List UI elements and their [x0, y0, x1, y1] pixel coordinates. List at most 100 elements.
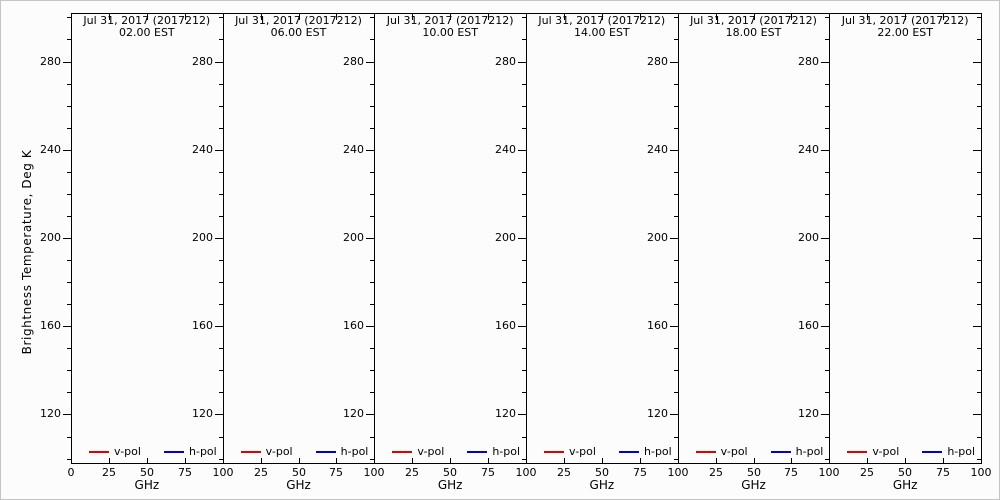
x-major-tick-bottom: [261, 458, 262, 463]
y-minor-tick: [67, 172, 71, 173]
y-major-tick: [973, 62, 981, 63]
y-major-tick: [670, 414, 678, 415]
y-minor-tick: [674, 437, 678, 438]
v-pol-legend-label: v-pol: [417, 445, 445, 458]
y-minor-tick: [674, 370, 678, 371]
x-tick-label: 100: [970, 466, 992, 479]
x-major-tick-top: [261, 14, 262, 20]
plot-right-border: [981, 13, 982, 463]
h-pol-legend-label: h-pol: [795, 445, 824, 458]
h-pol-legend-label: h-pol: [644, 445, 672, 458]
h-pol-legend-line: [770, 451, 791, 453]
y-tick-label: 200: [798, 231, 819, 244]
y-minor-tick: [370, 128, 374, 129]
h-pol-legend-label: h-pol: [492, 445, 521, 458]
v-pol-legend-line: [392, 451, 413, 453]
x-major-tick-bottom: [640, 458, 641, 463]
y-minor-tick: [674, 392, 678, 393]
y-minor-tick: [370, 194, 374, 195]
y-major-tick: [215, 62, 223, 63]
y-minor-tick: [674, 216, 678, 217]
panel-legend: v-pol h-pol: [374, 445, 526, 459]
y-minor-tick: [674, 348, 678, 349]
y-minor-tick: [977, 39, 981, 40]
x-tick-label: 50: [595, 466, 609, 479]
y-minor-tick: [825, 39, 829, 40]
panel-title: Jul 31, 2017 (2017212): [538, 14, 666, 27]
v-pol-legend-label: v-pol: [265, 445, 293, 458]
y-minor-tick: [977, 17, 981, 18]
y-minor-tick: [219, 128, 223, 129]
y-minor-tick: [67, 437, 71, 438]
y-minor-tick: [674, 128, 678, 129]
panel-legend: v-pol h-pol: [526, 445, 678, 459]
y-tick-label: 200: [192, 231, 213, 244]
y-tick-label: 120: [495, 407, 516, 420]
y-minor-tick: [522, 304, 526, 305]
y-tick-label: 240: [343, 143, 364, 156]
x-major-tick-top: [336, 14, 337, 20]
y-minor-tick: [522, 194, 526, 195]
x-major-tick-bottom: [109, 458, 110, 463]
x-tick-label: 100: [515, 466, 537, 479]
y-minor-tick: [825, 437, 829, 438]
x-major-tick-bottom: [412, 458, 413, 463]
y-minor-tick: [219, 194, 223, 195]
y-tick-label: 120: [192, 407, 213, 420]
x-major-tick-bottom: [754, 458, 755, 463]
y-minor-tick: [977, 84, 981, 85]
x-major-tick-bottom: [564, 458, 565, 463]
x-tick-label: 75: [481, 466, 495, 479]
y-minor-tick: [825, 216, 829, 217]
x-major-tick-top: [299, 14, 300, 20]
y-minor-tick: [219, 437, 223, 438]
x-tick-label: 50: [140, 466, 154, 479]
x-major-tick-top: [602, 14, 603, 20]
x-axis-title: GHz: [741, 478, 766, 492]
y-minor-tick: [522, 437, 526, 438]
x-tick-label: 25: [557, 466, 571, 479]
y-major-tick: [973, 414, 981, 415]
y-minor-tick: [522, 84, 526, 85]
y-minor-tick: [67, 17, 71, 18]
y-minor-tick: [825, 17, 829, 18]
panel-subtitle: 06.00 EST: [270, 26, 327, 39]
y-tick-label: 160: [343, 319, 364, 332]
y-minor-tick: [370, 172, 374, 173]
y-major-tick: [366, 62, 374, 63]
x-major-tick-top: [943, 14, 944, 20]
x-major-tick-bottom: [716, 458, 717, 463]
x-major-tick-top: [754, 14, 755, 20]
x-tick-label: 25: [860, 466, 874, 479]
y-tick-label: 160: [647, 319, 668, 332]
h-pol-legend-label: h-pol: [947, 445, 976, 458]
y-minor-tick: [219, 172, 223, 173]
y-tick-label: 200: [40, 231, 61, 244]
x-major-tick-bottom: [450, 458, 451, 463]
y-minor-tick: [67, 459, 71, 460]
panel-left-border: [71, 13, 72, 463]
y-minor-tick: [370, 84, 374, 85]
y-major-tick: [215, 150, 223, 151]
x-major-tick-top: [867, 14, 868, 20]
y-minor-tick: [67, 304, 71, 305]
y-major-tick: [821, 414, 829, 415]
y-major-tick: [821, 238, 829, 239]
y-minor-tick: [370, 459, 374, 460]
y-tick-label: 200: [495, 231, 516, 244]
y-minor-tick: [67, 39, 71, 40]
y-minor-tick: [977, 216, 981, 217]
y-minor-tick: [370, 216, 374, 217]
x-major-tick-bottom: [147, 458, 148, 463]
y-minor-tick: [522, 370, 526, 371]
h-pol-legend-label: h-pol: [189, 445, 217, 458]
y-major-tick: [63, 238, 71, 239]
y-major-tick: [215, 326, 223, 327]
y-minor-tick: [522, 348, 526, 349]
x-major-tick-top: [109, 14, 110, 20]
y-major-tick: [973, 326, 981, 327]
x-major-tick-top: [564, 14, 565, 20]
y-minor-tick: [219, 84, 223, 85]
y-minor-tick: [674, 304, 678, 305]
y-minor-tick: [825, 459, 829, 460]
